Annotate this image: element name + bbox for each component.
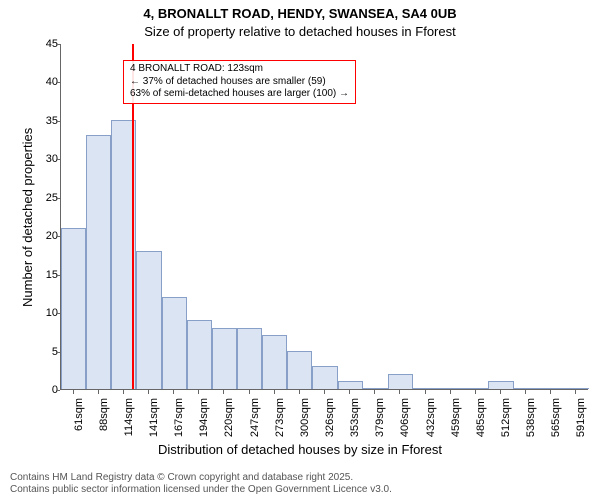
histogram-bar	[312, 366, 337, 389]
x-tick-mark	[550, 390, 551, 394]
title-line1: 4, BRONALLT ROAD, HENDY, SWANSEA, SA4 0U…	[0, 6, 600, 21]
histogram-bar	[463, 388, 488, 389]
x-tick-label: 61sqm	[73, 398, 85, 438]
x-tick-mark	[223, 390, 224, 394]
x-tick-mark	[575, 390, 576, 394]
x-tick-label: 538sqm	[525, 398, 537, 438]
x-tick-mark	[299, 390, 300, 394]
histogram-bar	[212, 328, 237, 390]
x-tick-mark	[450, 390, 451, 394]
x-axis-label: Distribution of detached houses by size …	[0, 442, 600, 457]
x-tick-label: 141sqm	[148, 398, 160, 438]
y-tick-mark	[56, 390, 60, 391]
x-tick-mark	[98, 390, 99, 394]
x-tick-mark	[123, 390, 124, 394]
y-tick-label: 20	[18, 230, 58, 242]
y-tick-mark	[56, 159, 60, 160]
histogram-bar	[187, 320, 212, 389]
y-tick-mark	[56, 352, 60, 353]
x-tick-label: 326sqm	[324, 398, 336, 438]
plot-area: 4 BRONALLT ROAD: 123sqm ← 37% of detache…	[60, 44, 588, 390]
x-tick-mark	[374, 390, 375, 394]
annotation-box: 4 BRONALLT ROAD: 123sqm ← 37% of detache…	[123, 60, 356, 104]
y-tick-label: 30	[18, 153, 58, 165]
y-tick-label: 45	[18, 38, 58, 50]
y-tick-label: 5	[18, 346, 58, 358]
footer: Contains HM Land Registry data © Crown c…	[10, 472, 392, 496]
histogram-bar	[363, 388, 388, 389]
histogram-bar	[136, 251, 161, 389]
y-tick-label: 10	[18, 307, 58, 319]
x-tick-mark	[173, 390, 174, 394]
x-tick-label: 273sqm	[274, 398, 286, 438]
y-tick-mark	[56, 82, 60, 83]
histogram-bar	[338, 381, 363, 389]
x-tick-label: 485sqm	[475, 398, 487, 438]
histogram-bar	[514, 388, 539, 389]
y-tick-mark	[56, 313, 60, 314]
x-tick-label: 565sqm	[550, 398, 562, 438]
annotation-line: 63% of semi-detached houses are larger (…	[130, 88, 349, 101]
x-tick-mark	[349, 390, 350, 394]
x-tick-label: 379sqm	[374, 398, 386, 438]
y-tick-label: 15	[18, 269, 58, 281]
x-tick-mark	[525, 390, 526, 394]
x-tick-label: 247sqm	[249, 398, 261, 438]
y-tick-label: 35	[18, 115, 58, 127]
histogram-bar	[61, 228, 86, 389]
histogram-bar	[564, 388, 589, 389]
x-tick-mark	[73, 390, 74, 394]
x-tick-label: 591sqm	[575, 398, 587, 438]
x-tick-label: 459sqm	[450, 398, 462, 438]
y-tick-label: 40	[18, 76, 58, 88]
histogram-bar	[287, 351, 312, 389]
y-tick-label: 25	[18, 192, 58, 204]
x-tick-mark	[274, 390, 275, 394]
x-tick-label: 167sqm	[173, 398, 185, 438]
histogram-bar	[262, 335, 287, 389]
x-tick-label: 512sqm	[500, 398, 512, 438]
x-tick-mark	[148, 390, 149, 394]
footer-line1: Contains HM Land Registry data © Crown c…	[10, 472, 392, 484]
x-tick-mark	[198, 390, 199, 394]
histogram-bar	[162, 297, 187, 389]
x-tick-label: 300sqm	[299, 398, 311, 438]
x-tick-mark	[399, 390, 400, 394]
annotation-line: ← 37% of detached houses are smaller (59…	[130, 76, 349, 89]
y-tick-label: 0	[18, 384, 58, 396]
annotation-line: 4 BRONALLT ROAD: 123sqm	[130, 63, 349, 76]
x-tick-label: 406sqm	[399, 398, 411, 438]
histogram-bar	[86, 135, 111, 389]
histogram-bar	[488, 381, 513, 389]
title-line2: Size of property relative to detached ho…	[0, 24, 600, 39]
x-tick-mark	[425, 390, 426, 394]
x-tick-label: 432sqm	[425, 398, 437, 438]
x-tick-mark	[249, 390, 250, 394]
y-tick-mark	[56, 275, 60, 276]
y-tick-mark	[56, 121, 60, 122]
x-tick-label: 114sqm	[123, 398, 135, 438]
x-tick-label: 220sqm	[223, 398, 235, 438]
chart-container: 4, BRONALLT ROAD, HENDY, SWANSEA, SA4 0U…	[0, 0, 600, 500]
y-tick-mark	[56, 236, 60, 237]
x-tick-mark	[500, 390, 501, 394]
histogram-bar	[388, 374, 413, 389]
footer-line2: Contains public sector information licen…	[10, 484, 392, 496]
x-tick-label: 88sqm	[98, 398, 110, 438]
histogram-bar	[237, 328, 262, 390]
x-tick-mark	[475, 390, 476, 394]
y-tick-mark	[56, 44, 60, 45]
x-tick-label: 353sqm	[349, 398, 361, 438]
histogram-bar	[438, 388, 463, 389]
x-tick-label: 194sqm	[198, 398, 210, 438]
histogram-bar	[539, 388, 564, 389]
histogram-bar	[413, 388, 438, 389]
x-tick-mark	[324, 390, 325, 394]
y-tick-mark	[56, 198, 60, 199]
